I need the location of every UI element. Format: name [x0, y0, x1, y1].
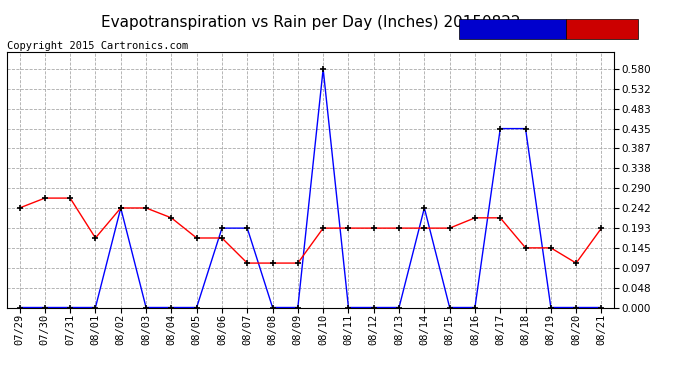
Text: Copyright 2015 Cartronics.com: Copyright 2015 Cartronics.com — [7, 41, 188, 51]
Text: Evapotranspiration vs Rain per Day (Inches) 20150822: Evapotranspiration vs Rain per Day (Inch… — [101, 15, 520, 30]
Text: Rain  (Inches): Rain (Inches) — [471, 24, 553, 34]
Text: ET  (Inches): ET (Inches) — [566, 24, 638, 34]
